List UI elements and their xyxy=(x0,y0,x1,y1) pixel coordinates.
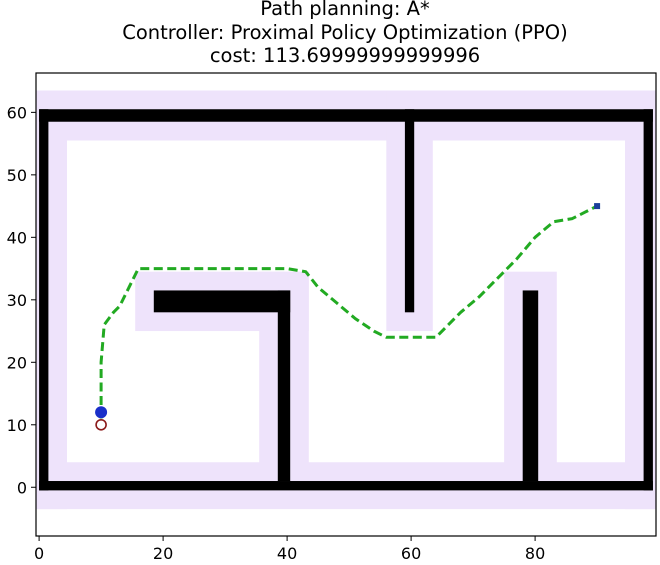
y-tick-label: 30 xyxy=(7,291,27,310)
path-line xyxy=(99,204,598,419)
title-line-planner: Path planning: A* xyxy=(260,0,430,20)
x-tick-label: 0 xyxy=(34,544,44,563)
x-tick-label: 60 xyxy=(401,544,421,563)
path-layer xyxy=(99,204,598,419)
obstacle-l-block-horizontal xyxy=(153,290,291,313)
y-tick-label: 10 xyxy=(7,416,27,435)
y-tick-label: 50 xyxy=(7,166,27,185)
y-tick-label: 40 xyxy=(7,228,27,247)
y-tick-label: 60 xyxy=(7,103,27,122)
obstacle-layer xyxy=(39,109,653,491)
obstacle-l-block-vertical xyxy=(277,290,291,482)
obstacle-bottom-wall xyxy=(39,481,653,491)
marker-layer xyxy=(95,203,601,431)
robot-position-marker xyxy=(95,406,108,419)
y-tick-label: 0 xyxy=(17,478,27,497)
obstacle-standing-wall xyxy=(522,290,539,482)
title-line-controller: Controller: Proximal Policy Optimization… xyxy=(122,20,568,44)
x-axis-ticks: 0 20 40 60 80 xyxy=(34,536,545,563)
chart-title: Path planning: A* Controller: Proximal P… xyxy=(0,0,660,68)
y-tick-label: 20 xyxy=(7,353,27,372)
start-ring-marker xyxy=(95,418,107,431)
x-tick-label: 20 xyxy=(153,544,173,563)
axes-frame xyxy=(35,72,657,537)
inflation-layer xyxy=(36,90,656,510)
obstacle-left-wall xyxy=(39,109,49,491)
obstacle-hanging-wall xyxy=(404,109,415,313)
obstacle-top-wall xyxy=(39,109,653,122)
goal-marker xyxy=(594,203,601,210)
y-axis-ticks: 0 10 20 30 40 50 60 xyxy=(7,103,36,497)
title-line-cost: cost: 113.69999999999996 xyxy=(209,44,481,67)
x-tick-label: 40 xyxy=(277,544,297,563)
obstacle-right-wall xyxy=(643,109,653,491)
x-tick-label: 80 xyxy=(525,544,545,563)
